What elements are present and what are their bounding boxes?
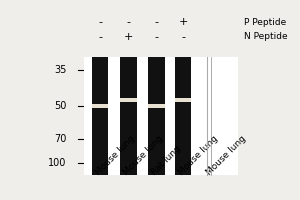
Text: 100: 100 bbox=[48, 158, 66, 168]
Bar bbox=[175, 57, 191, 175]
Bar bbox=[84, 57, 238, 175]
Text: +: + bbox=[124, 32, 133, 42]
Text: Mouse lung: Mouse lung bbox=[122, 134, 165, 177]
Text: -: - bbox=[181, 32, 185, 42]
Text: P Peptide: P Peptide bbox=[244, 18, 286, 27]
Bar bbox=[120, 98, 136, 102]
Bar bbox=[120, 57, 136, 175]
Bar bbox=[148, 104, 165, 108]
Text: 70: 70 bbox=[54, 134, 66, 144]
Text: Mouse lung: Mouse lung bbox=[94, 134, 137, 177]
Bar bbox=[92, 57, 109, 175]
Bar bbox=[148, 57, 165, 175]
Bar bbox=[92, 104, 109, 108]
Text: 35: 35 bbox=[54, 65, 66, 75]
Text: +: + bbox=[178, 17, 188, 27]
Text: N Peptide: N Peptide bbox=[244, 32, 287, 41]
Text: Mouse lung: Mouse lung bbox=[177, 134, 220, 177]
Text: 50: 50 bbox=[54, 101, 66, 111]
Text: -: - bbox=[98, 32, 102, 42]
Text: -: - bbox=[126, 17, 130, 27]
Text: -: - bbox=[98, 17, 102, 27]
Text: Mouse lung: Mouse lung bbox=[205, 134, 248, 177]
Bar bbox=[175, 98, 191, 102]
Text: -: - bbox=[154, 32, 158, 42]
Text: -: - bbox=[154, 17, 158, 27]
Text: Rat lung: Rat lung bbox=[150, 144, 183, 177]
